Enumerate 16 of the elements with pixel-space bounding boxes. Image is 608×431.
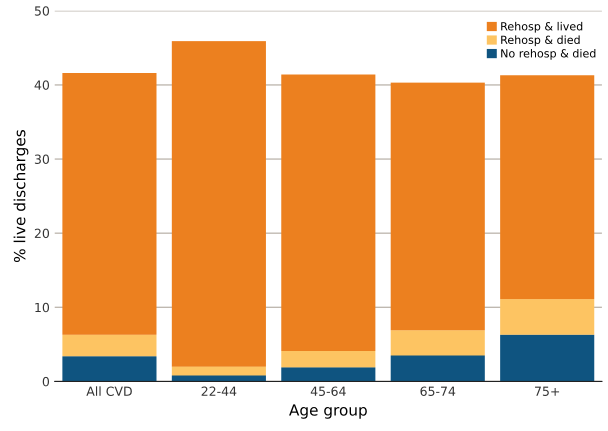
legend-label: Rehosp & lived	[501, 22, 582, 33]
x-axis-title: Age group	[289, 404, 367, 419]
y-tick-label: 0	[42, 376, 50, 386]
y-tick-label: 50	[34, 6, 50, 16]
legend-label: Rehosp & died	[501, 35, 580, 46]
y-tick-label: 20	[34, 228, 50, 238]
x-tick-label: 45-64	[310, 386, 346, 396]
x-tick-label: 22-44	[202, 386, 236, 396]
y-axis-title: % live discharges	[14, 130, 28, 262]
y-tick-label: 10	[35, 302, 50, 312]
x-tick-label: 75+	[535, 386, 560, 396]
x-tick-label: 65-74	[420, 386, 456, 396]
y-tick-label: 40	[34, 80, 50, 90]
legend-label: No rehosp & died	[501, 48, 596, 60]
x-tick-label: All CVD	[86, 386, 132, 396]
y-tick-label: 30	[34, 154, 50, 164]
